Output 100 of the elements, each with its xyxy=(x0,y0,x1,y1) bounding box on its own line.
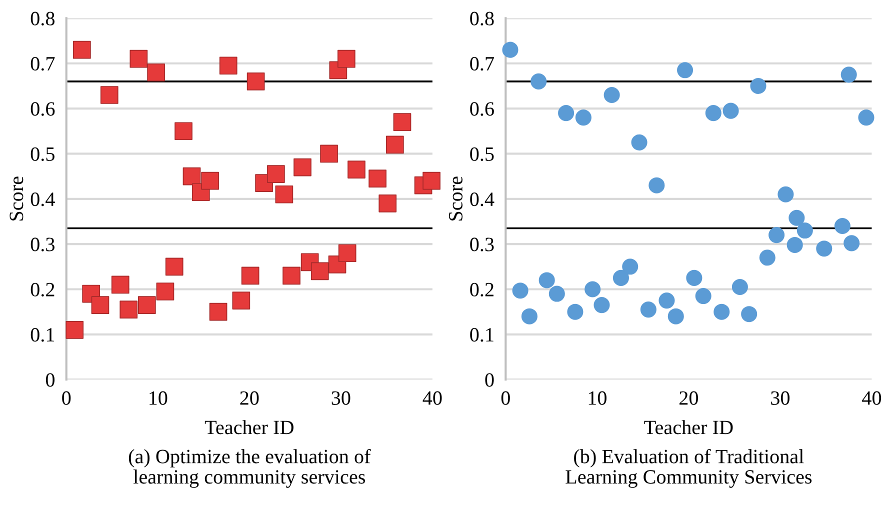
point xyxy=(575,110,592,126)
y-tick-label: 0.5 xyxy=(470,147,494,161)
y-tick-label: 0.6 xyxy=(470,102,494,116)
y-tick-label: 0.3 xyxy=(470,238,494,252)
point xyxy=(538,272,555,288)
x-tick-label: 0 xyxy=(62,391,71,405)
y-tick-label: 0.7 xyxy=(30,56,55,71)
text: (b) Evaluation of Traditional Learning Community Services xyxy=(566,448,812,488)
y-tick-label: 0.4 xyxy=(470,192,494,206)
point xyxy=(209,302,228,321)
point xyxy=(796,222,813,239)
x-tick-label: 30 xyxy=(332,391,350,405)
point xyxy=(147,63,165,82)
point xyxy=(282,266,300,285)
point xyxy=(584,281,601,298)
point xyxy=(378,194,397,212)
point xyxy=(816,240,832,257)
x-tick-label: 10 xyxy=(150,391,168,405)
point xyxy=(648,177,665,194)
point xyxy=(120,300,138,319)
y-tick-label: 0.4 xyxy=(30,192,55,206)
point xyxy=(275,185,294,204)
point xyxy=(348,160,366,178)
y-tick-label: 0 xyxy=(46,373,54,387)
point xyxy=(594,297,610,314)
point xyxy=(337,50,356,68)
point xyxy=(858,110,874,126)
point xyxy=(834,218,850,234)
text: (a) Optimize the evaluation of learning community services xyxy=(128,448,371,488)
point xyxy=(338,244,356,262)
point xyxy=(138,296,156,314)
point xyxy=(750,78,766,94)
point xyxy=(241,266,260,285)
point xyxy=(668,308,684,324)
x-tick-label: 40 xyxy=(862,391,882,405)
x-axis-title: Teacher ID xyxy=(204,420,294,434)
point xyxy=(111,276,130,294)
point xyxy=(530,73,547,90)
point xyxy=(422,172,440,190)
point xyxy=(778,186,794,202)
point xyxy=(100,86,118,104)
point xyxy=(201,172,219,190)
point xyxy=(182,167,201,186)
point xyxy=(130,50,148,68)
point xyxy=(788,210,805,226)
y-tick-label: 0.6 xyxy=(30,102,55,116)
x-tick-label: 10 xyxy=(588,391,606,405)
point xyxy=(393,113,412,132)
point xyxy=(844,235,860,252)
point xyxy=(622,258,638,275)
y-tick-label: 0.8 xyxy=(470,12,494,26)
point xyxy=(686,270,702,286)
point xyxy=(66,320,84,339)
point xyxy=(695,288,712,304)
point xyxy=(732,278,748,296)
point xyxy=(640,302,656,318)
y-axis-title: Score xyxy=(10,176,24,220)
point xyxy=(165,258,184,276)
x-tick-label: 20 xyxy=(240,391,259,405)
point xyxy=(246,72,265,90)
point xyxy=(768,227,785,244)
point xyxy=(677,62,694,78)
point xyxy=(612,270,629,286)
y-tick-label: 0.2 xyxy=(30,282,54,297)
point xyxy=(741,306,758,322)
point xyxy=(512,282,528,299)
point xyxy=(502,42,518,58)
x-tick-label: 0 xyxy=(501,391,510,405)
point xyxy=(759,250,776,266)
point xyxy=(786,236,803,254)
y-tick-label: 0.2 xyxy=(470,282,494,297)
point xyxy=(73,40,91,59)
point xyxy=(91,296,110,314)
point xyxy=(521,308,538,324)
y-tick-label: 0.8 xyxy=(30,12,54,26)
point xyxy=(567,304,584,320)
x-tick-label: 30 xyxy=(771,391,790,405)
point xyxy=(604,86,620,104)
x-tick-label: 20 xyxy=(680,391,698,405)
point xyxy=(722,102,739,119)
point xyxy=(294,158,312,176)
point xyxy=(219,56,238,75)
x-axis-title: Teacher ID xyxy=(644,420,733,434)
point xyxy=(310,262,329,280)
point xyxy=(386,136,404,154)
y-tick-label: 0.7 xyxy=(470,56,494,71)
y-tick-label: 0.1 xyxy=(470,328,494,342)
y-tick-label: 0.1 xyxy=(30,328,54,342)
point xyxy=(658,292,675,309)
x-tick-label: 40 xyxy=(422,391,442,405)
y-tick-label: 0.5 xyxy=(30,147,54,161)
point xyxy=(320,144,338,163)
point xyxy=(156,282,174,300)
point xyxy=(174,122,192,140)
point xyxy=(232,292,250,310)
y-tick-label: 0.3 xyxy=(30,238,54,252)
point xyxy=(705,105,722,122)
point xyxy=(631,134,648,150)
y-tick-label: 0 xyxy=(485,373,494,387)
y-axis-title: Score xyxy=(448,176,463,220)
